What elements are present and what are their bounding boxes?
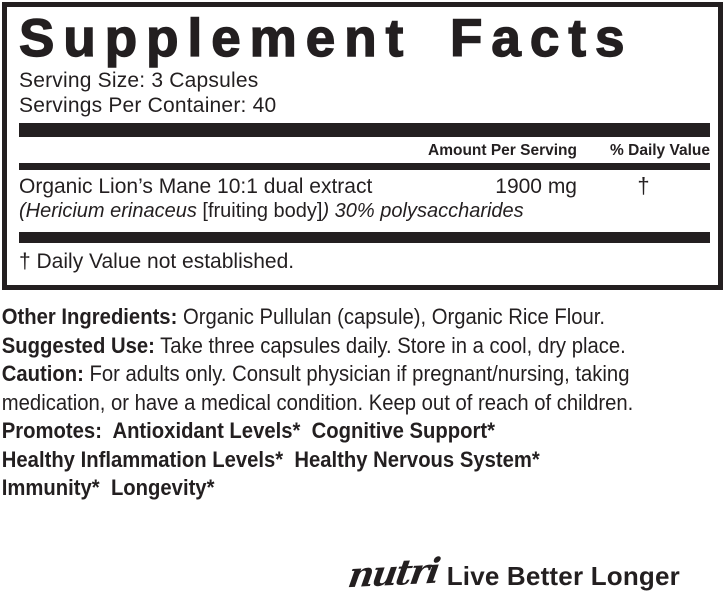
suggested-use-line: Suggested Use: Take three capsules daily… bbox=[2, 332, 725, 361]
nutrient-detail-latin-name: (Hericium erinaceus bbox=[19, 200, 203, 222]
promotes-line-3: Immunity* Longevity* bbox=[1, 475, 215, 500]
supplement-facts-inner: Supplement Facts Serving Size: 3 Capsule… bbox=[7, 9, 718, 285]
divider-thick-top bbox=[19, 123, 710, 137]
promotes-line-1: Promotes: Antioxidant Levels* Cognitive … bbox=[1, 418, 495, 443]
caution-line-2: medication, or have a medical condition.… bbox=[2, 389, 725, 418]
other-ingredients-label: Other Ingredients: bbox=[1, 304, 178, 329]
nutrient-detail-polysaccharides: ) 30% polysaccharides bbox=[322, 200, 524, 222]
column-header-row: Amount Per Serving % Daily Value bbox=[19, 137, 710, 163]
panel-title: Supplement Facts bbox=[18, 9, 634, 68]
supplement-facts-panel: Supplement Facts Serving Size: 3 Capsule… bbox=[2, 2, 723, 290]
promotes-line-2: Healthy Inflammation Levels* Healthy Ner… bbox=[1, 446, 540, 472]
serving-size: Serving Size: 3 Capsules bbox=[19, 69, 259, 92]
other-ingredients-line: Other Ingredients: Organic Pullulan (cap… bbox=[2, 303, 725, 332]
caution-text-1: For adults only. Consult physician if pr… bbox=[83, 361, 630, 386]
column-header-daily-value: % Daily Value bbox=[610, 142, 710, 159]
divider-thick-bottom bbox=[19, 232, 710, 243]
suggested-use-label: Suggested Use: bbox=[1, 332, 155, 358]
nutrient-name: Organic Lion’s Mane 10:1 dual extract bbox=[19, 175, 373, 198]
caution-line-1: Caution: For adults only. Consult physic… bbox=[2, 360, 725, 389]
other-ingredients-text: Organic Pullulan (capsule), Organic Rice… bbox=[177, 304, 606, 329]
brand-lockup: nutri Live Better Longer bbox=[345, 550, 680, 597]
suggested-use-text: Take three capsules daily. Store in a co… bbox=[154, 332, 626, 358]
caution-text-2: medication, or have a medical condition.… bbox=[1, 389, 634, 415]
nutrient-daily-value-dagger: † bbox=[637, 173, 650, 198]
divider-under-header bbox=[19, 163, 710, 170]
nutrient-amount: 1900 mg bbox=[495, 175, 577, 198]
daily-value-footnote: † Daily Value not established. bbox=[19, 250, 295, 273]
servings-per-container: Servings Per Container: 40 bbox=[19, 94, 277, 117]
nutrient-row: Organic Lion’s Mane 10:1 dual extract 19… bbox=[19, 170, 710, 199]
brand-tagline: Live Better Longer bbox=[446, 561, 680, 591]
nutri-logo: nutri bbox=[345, 550, 442, 597]
nutrient-detail: (Hericium erinaceus [fruiting body]) 30%… bbox=[19, 199, 710, 226]
nutrient-detail-fruiting-body: [fruiting body] bbox=[202, 200, 323, 222]
info-block: Other Ingredients: Organic Pullulan (cap… bbox=[0, 303, 726, 503]
caution-label: Caution: bbox=[1, 361, 84, 386]
column-header-amount: Amount Per Serving bbox=[428, 142, 577, 159]
